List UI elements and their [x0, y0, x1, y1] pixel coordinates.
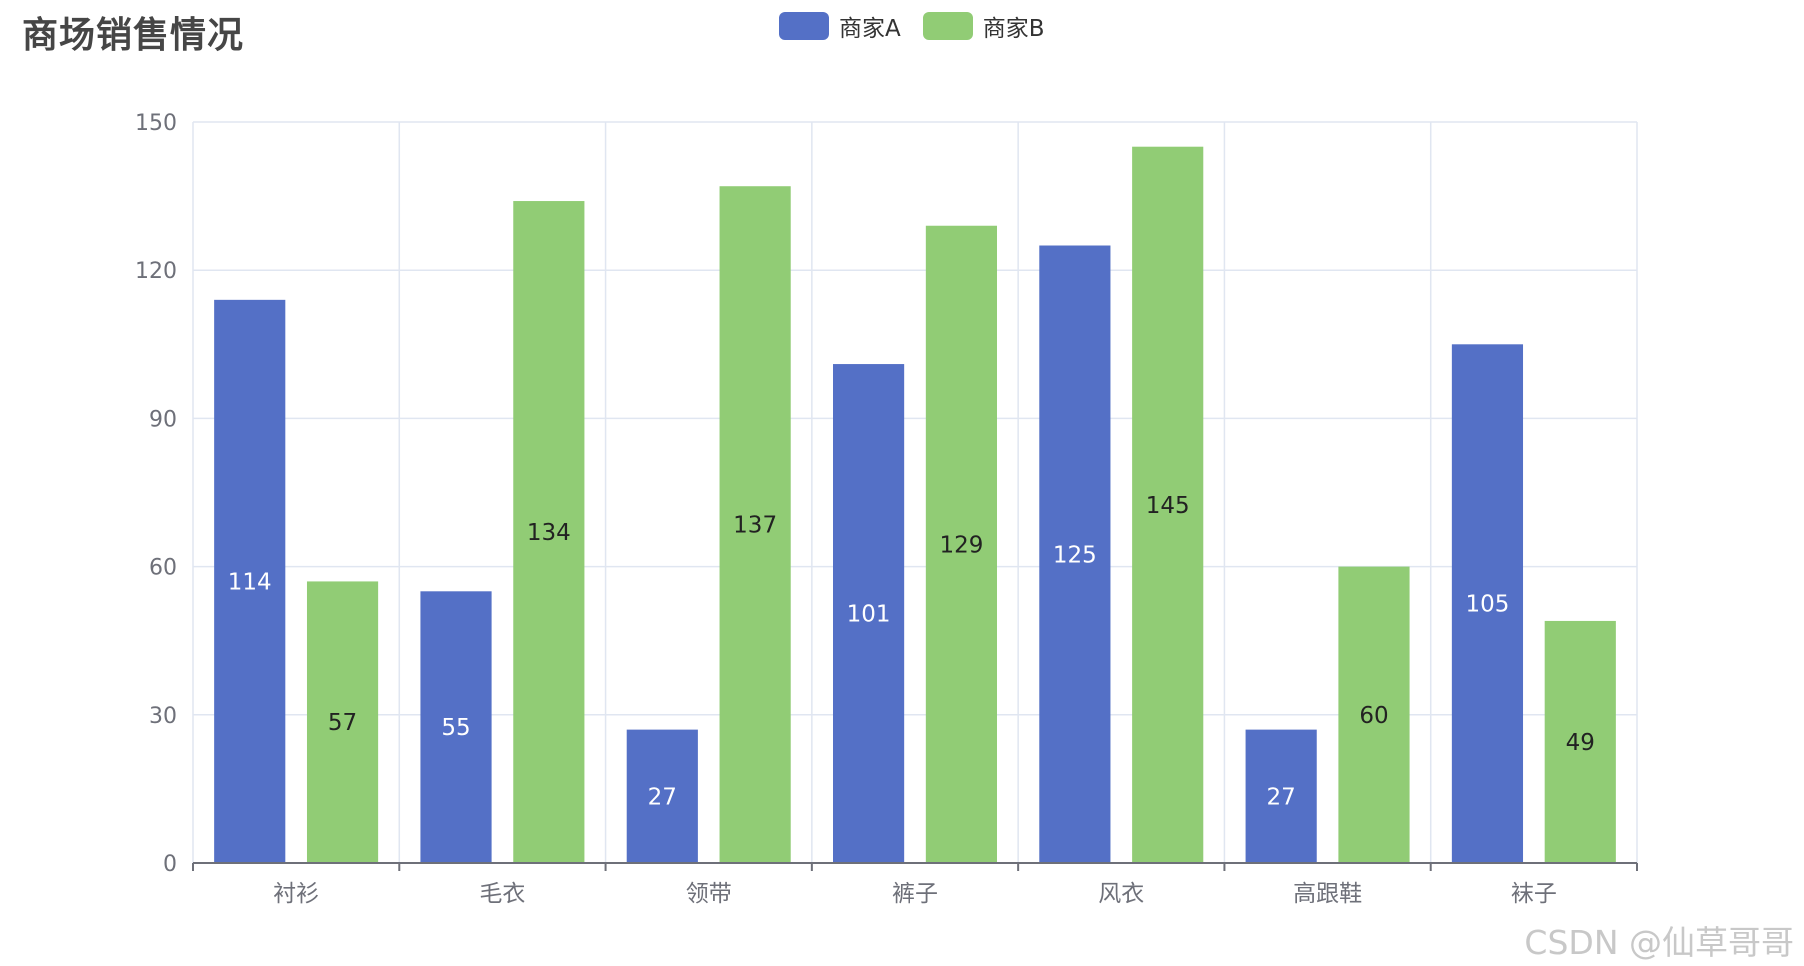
- bar-series-a: [214, 299, 286, 864]
- legend-swatch-series-b: [922, 12, 973, 40]
- data-label: 145: [1146, 493, 1190, 519]
- bar-series-a: [833, 364, 905, 863]
- legend-label-series-b: 商家B: [982, 16, 1045, 42]
- bar-series-a: [1451, 344, 1524, 863]
- bar-series-a: [1245, 729, 1317, 863]
- y-tick-label: 30: [149, 704, 177, 729]
- data-label: 101: [847, 602, 891, 628]
- data-label: 55: [441, 715, 470, 741]
- y-tick-label: 120: [135, 259, 177, 284]
- data-label: 60: [1359, 703, 1388, 729]
- x-tick-label: 高跟鞋: [1293, 881, 1362, 907]
- watermark: CSDN @仙草哥哥: [1524, 923, 1794, 962]
- bar-series-b: [513, 201, 585, 864]
- bar-series-b: [1338, 566, 1410, 863]
- x-tick-label: 袜子: [1511, 881, 1557, 907]
- x-tick-label: 领带: [686, 881, 732, 907]
- legend-label-series-a: 商家A: [839, 16, 901, 42]
- y-tick-label: 90: [149, 407, 177, 432]
- legend-swatch-series-a: [779, 12, 829, 40]
- data-label: 125: [1053, 542, 1097, 568]
- data-label: 27: [1267, 784, 1296, 810]
- y-tick-label: 60: [149, 556, 177, 581]
- bar-series-b: [925, 225, 997, 864]
- y-tick-label: 0: [163, 852, 177, 877]
- bars-layer: [214, 146, 1616, 864]
- labels-layer: 0 30 60 90 120 150 114 55 27 101 125 27 105 57 134 137 1…: [135, 111, 1595, 907]
- legend: 商家A 商家B: [779, 10, 1067, 42]
- bar-series-a: [420, 591, 492, 863]
- chart-title: 商场销售情况: [22, 15, 245, 56]
- data-label: 134: [527, 520, 571, 546]
- bar-series-b: [306, 581, 379, 863]
- y-tick-label: 150: [135, 111, 177, 136]
- data-label: 137: [733, 513, 777, 539]
- data-label: 49: [1566, 730, 1595, 756]
- axis-layer: [192, 862, 1638, 871]
- legend-item-series-b[interactable]: 商家B: [922, 9, 1045, 43]
- bar-series-b: [719, 186, 791, 864]
- x-tick-label: 衬衫: [273, 881, 319, 907]
- x-tick-label: 风衣: [1098, 881, 1144, 907]
- grid-layer: [192, 121, 1638, 863]
- data-label: 27: [648, 784, 677, 810]
- x-tick-label: 毛衣: [479, 881, 525, 907]
- data-label: 114: [228, 569, 272, 595]
- bar-series-b: [1132, 146, 1204, 863]
- legend-item-series-a[interactable]: 商家A: [779, 9, 901, 43]
- data-label: 57: [328, 710, 357, 736]
- bar-series-a: [626, 729, 698, 863]
- data-label: 105: [1465, 592, 1509, 618]
- bar-series-a: [1039, 245, 1111, 863]
- data-label: 129: [939, 532, 983, 558]
- x-tick-label: 裤子: [892, 881, 938, 907]
- bar-series-b: [1544, 620, 1616, 863]
